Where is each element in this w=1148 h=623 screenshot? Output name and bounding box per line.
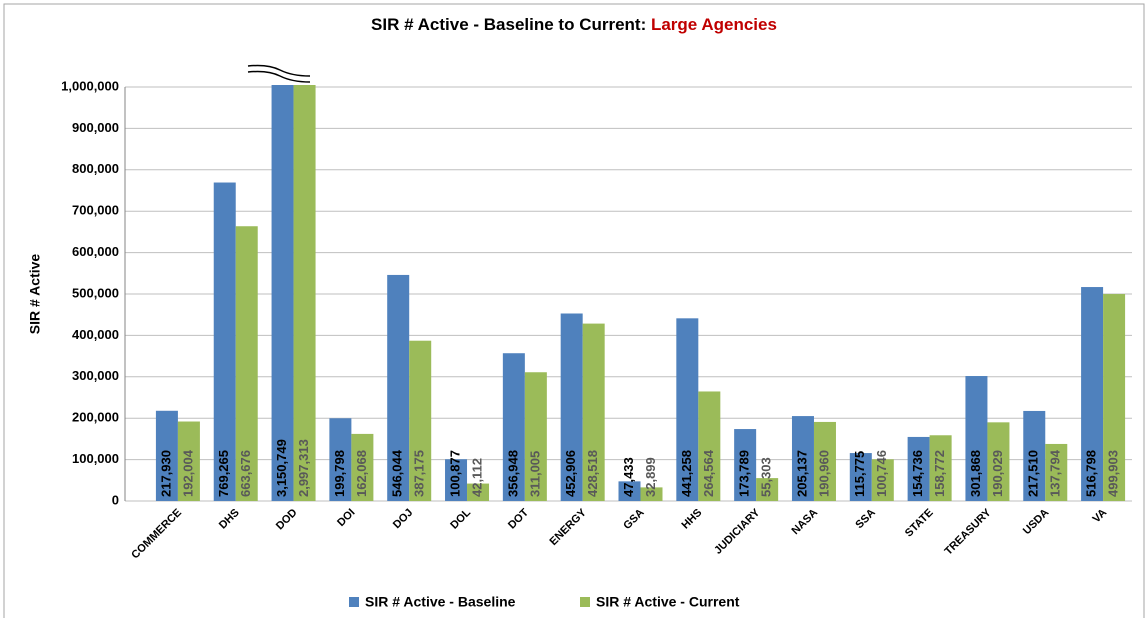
bar (965, 376, 988, 501)
title-main: SIR # Active - Baseline to Current: (371, 15, 651, 34)
data-label: 2,997,313 (296, 439, 311, 497)
bar (987, 422, 1010, 501)
data-label: 452,906 (563, 450, 578, 497)
axis-break (247, 64, 311, 83)
bar (177, 421, 200, 501)
data-label: 190,960 (816, 450, 831, 497)
bar (582, 323, 605, 501)
bar (409, 340, 432, 501)
bar (849, 453, 872, 501)
data-label: 100,746 (874, 450, 889, 497)
bar (929, 435, 952, 501)
legend-label: SIR # Active - Baseline (365, 594, 516, 610)
data-label: 42,112 (469, 458, 484, 497)
data-label: 428,518 (585, 450, 600, 497)
bar (1081, 287, 1104, 501)
bar (813, 421, 836, 501)
data-label: 55,303 (759, 457, 774, 497)
data-label: 205,137 (794, 450, 809, 497)
bar (293, 85, 316, 501)
bar (676, 318, 699, 501)
bar (235, 226, 258, 501)
bar (271, 85, 294, 501)
bar (467, 483, 490, 501)
data-label: 546,044 (390, 449, 405, 497)
y-tick-label: 100,000 (72, 451, 119, 466)
bar (734, 429, 757, 501)
data-label: 158,772 (932, 450, 947, 497)
bar (1103, 294, 1126, 501)
bar (791, 416, 814, 501)
bar (618, 481, 641, 501)
bar (560, 313, 583, 501)
bar (502, 353, 525, 501)
data-label: 217,510 (1026, 450, 1041, 497)
bars (155, 85, 1126, 501)
legend: SIR # Active - Baseline SIR # Active - Cu… (349, 594, 740, 610)
bar (1023, 410, 1046, 501)
bar (756, 478, 779, 501)
y-tick-label: 900,000 (72, 120, 119, 135)
data-label: 769,265 (216, 450, 231, 497)
data-label: 217,930 (158, 450, 173, 497)
bar (213, 182, 236, 501)
data-label: 162,068 (354, 450, 369, 497)
data-label: 663,676 (238, 450, 253, 497)
bar (351, 433, 374, 501)
data-label: 311,005 (527, 451, 542, 497)
data-label: 154,736 (910, 450, 925, 497)
legend-swatch (349, 597, 359, 607)
data-label: 441,258 (679, 450, 694, 497)
y-tick-label: 200,000 (72, 410, 119, 425)
data-label: 190,029 (990, 450, 1005, 497)
bar (871, 459, 894, 501)
y-tick-label: 1,000,000 (61, 78, 119, 93)
legend-label: SIR # Active - Current (596, 594, 740, 610)
bar (698, 391, 721, 501)
bar (1045, 443, 1068, 501)
data-label: 301,868 (968, 450, 983, 497)
data-label: 173,789 (737, 450, 752, 497)
data-label: 32,899 (643, 457, 658, 497)
y-tick-label: 400,000 (72, 327, 119, 342)
bar (387, 274, 410, 501)
y-tick-label: 500,000 (72, 285, 119, 300)
data-label: 499,903 (1106, 450, 1121, 497)
bar (907, 436, 930, 501)
data-label: 387,175 (412, 450, 427, 497)
break-line (247, 70, 311, 83)
bar (155, 410, 178, 501)
y-axis-title: SIR # Active (27, 254, 43, 335)
data-label: 356,948 (505, 450, 520, 497)
data-label: 516,798 (1084, 450, 1099, 497)
break-line (247, 64, 311, 77)
bar (445, 459, 468, 501)
data-label: 100,877 (447, 450, 462, 497)
data-label: 264,564 (701, 449, 716, 497)
y-tick-label: 300,000 (72, 368, 119, 383)
y-tick-label: 700,000 (72, 203, 119, 218)
data-label: 115,775 (852, 451, 867, 497)
bar (524, 372, 547, 501)
bar (329, 418, 352, 501)
legend-swatch (580, 597, 590, 607)
data-label: 47,433 (621, 457, 636, 497)
bar (640, 487, 663, 501)
y-tick-label: 600,000 (72, 244, 119, 259)
data-label: 192,004 (180, 449, 195, 497)
data-label: 199,798 (332, 450, 347, 497)
chart-title: SIR # Active - Baseline to Current: Larg… (371, 15, 777, 34)
y-tick-label: 800,000 (72, 161, 119, 176)
title-highlight: Large Agencies (651, 15, 777, 34)
data-label: 137,794 (1048, 449, 1063, 497)
y-tick-label: 0 (112, 492, 119, 507)
data-label: 3,150,749 (274, 439, 289, 497)
